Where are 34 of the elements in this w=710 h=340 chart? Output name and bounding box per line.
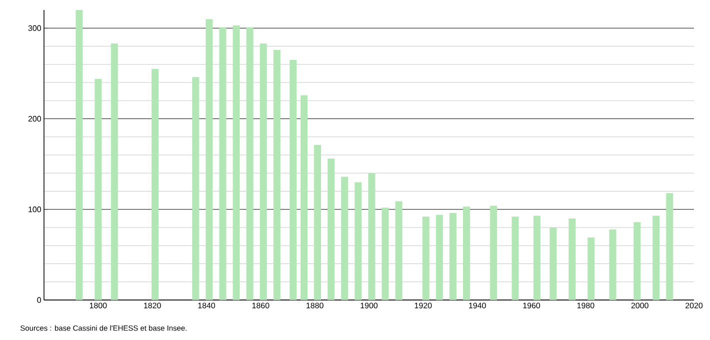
bar: [395, 201, 402, 300]
bar: [219, 27, 226, 300]
bar: [422, 216, 430, 300]
bar: [273, 50, 280, 300]
bar: [341, 176, 348, 300]
bar: [192, 77, 200, 300]
bar: [368, 173, 376, 300]
bar: [246, 27, 254, 300]
bar: [354, 182, 362, 300]
bar: [76, 10, 83, 300]
bar: [232, 25, 240, 300]
bar: [533, 216, 540, 300]
bar: [449, 213, 456, 300]
bar: [328, 158, 335, 300]
bar: [300, 95, 308, 300]
bar: [206, 19, 213, 300]
bar: [568, 218, 576, 300]
bar: [463, 206, 470, 300]
bar: [490, 206, 498, 300]
bar: [512, 216, 519, 300]
bar: [290, 60, 297, 300]
bar: [382, 208, 389, 300]
bar: [634, 222, 641, 300]
bar: [260, 44, 267, 300]
bar: [588, 237, 595, 300]
bar: [94, 78, 102, 300]
bar: [609, 229, 616, 300]
bar: [110, 44, 118, 300]
bar: [550, 228, 557, 300]
bar: [436, 214, 443, 300]
bar: [314, 145, 322, 300]
bar: [152, 68, 159, 300]
bar: [666, 193, 674, 300]
bar: [652, 216, 660, 300]
